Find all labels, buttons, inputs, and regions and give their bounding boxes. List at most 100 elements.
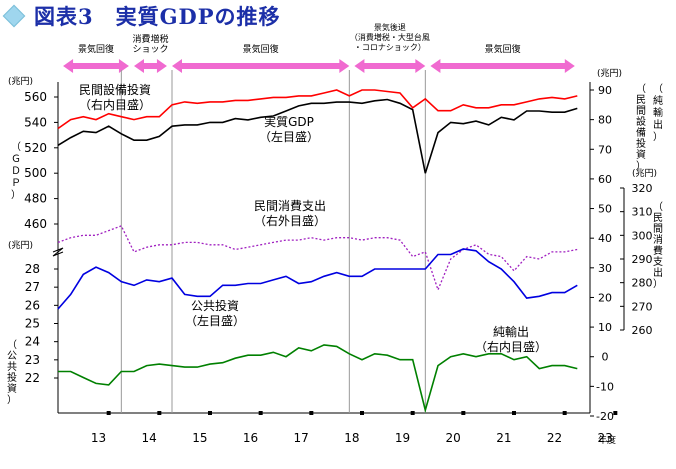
equipment-axis-name: 民 <box>636 94 646 106</box>
consumption-axis-name: （ <box>653 201 663 213</box>
gdp-axis-name: （ <box>11 141 21 153</box>
phase-label: ショック <box>132 44 168 55</box>
inner-tick-label: 10 <box>598 321 612 334</box>
x-tick-mark <box>258 411 263 415</box>
phase-label: 消費増税 <box>132 33 168 45</box>
axis-break-icon <box>52 247 64 257</box>
outer-tick-label: 310 <box>632 206 653 219</box>
phase-arrow-head-left <box>134 59 144 73</box>
annotation-equipment: （右内目盛） <box>79 97 151 112</box>
gdp-axis-name: Ｇ <box>11 154 21 165</box>
series-line-public <box>57 248 578 310</box>
x-tick-mark <box>512 411 516 415</box>
export-axis-name: （ <box>653 83 663 95</box>
chart-title: 図表3 実質GDPの推移 <box>34 4 281 29</box>
phase-arrow-shaft <box>180 63 342 69</box>
series-line-consumption <box>57 225 578 292</box>
public-axis-name: （ <box>7 339 17 351</box>
inner-tick-label: 20 <box>598 291 612 304</box>
annotation-consumption: （右外目盛） <box>254 213 326 228</box>
public-axis-name: 共 <box>7 361 17 373</box>
x-tick-label: 21 <box>496 431 511 445</box>
equipment-axis-name: 資 <box>636 149 646 161</box>
public-tick-label: 23 <box>25 353 40 367</box>
x-tick-label: 20 <box>446 431 461 445</box>
phase-label: ・コロナショック） <box>354 43 426 52</box>
x-tick-label: 15 <box>192 431 207 445</box>
phase-arrow-head-left <box>172 59 182 73</box>
phase-arrow-shaft <box>362 63 418 69</box>
gdp-unit-label: (兆円) <box>8 76 33 87</box>
phase-arrow-head-right <box>339 59 350 73</box>
consumption-axis-name: 民 <box>653 212 663 224</box>
x-tick-mark <box>461 411 466 415</box>
title-area: 図表3 実質GDPの推移 <box>2 2 281 30</box>
consumption-axis-name: 間 <box>653 223 663 235</box>
series-line-equipment <box>57 89 578 130</box>
outer-tick-label: 290 <box>632 253 653 266</box>
annotation-public: （左目盛） <box>185 313 245 328</box>
public-axis-name: 公 <box>7 351 17 362</box>
phase-arrow-shaft <box>71 63 121 69</box>
annotation-export: 純輸出 <box>493 324 529 339</box>
public-tick-label: 26 <box>25 298 40 312</box>
x-tick-mark <box>157 411 162 415</box>
phase-label: 景気回復 <box>243 43 279 55</box>
phase-arrow-head-left <box>63 59 74 73</box>
export-axis-name: ） <box>653 131 663 143</box>
gdp-axis-name: Ｄ <box>11 166 21 177</box>
gdp-tick-label: 560 <box>24 90 47 104</box>
phase-label: （消費増税・大型台風 <box>350 32 430 42</box>
public-tick-label: 24 <box>25 335 40 349</box>
equipment-axis-name: （ <box>636 83 646 95</box>
equipment-axis-name: 投 <box>636 137 646 150</box>
gdp-tick-label: 520 <box>24 141 47 155</box>
inner-tick-label: 30 <box>598 262 612 275</box>
phase-arrow-head-right <box>415 59 426 73</box>
outer-tick-label: 270 <box>632 300 653 313</box>
phase-arrow-shaft <box>438 63 567 69</box>
x-tick-label: 18 <box>344 431 359 445</box>
gdp-tick-label: 500 <box>24 166 47 180</box>
inner-tick-label: -10 <box>596 380 614 393</box>
x-tick-mark <box>208 411 212 415</box>
gdp-tick-label: 540 <box>24 115 47 129</box>
phase-arrow-head-left <box>430 59 441 73</box>
x-tick-label: 13 <box>91 431 106 445</box>
outer-unit-label: (兆円) <box>632 168 657 179</box>
inner-tick-label: 40 <box>598 232 612 245</box>
public-tick-label: 22 <box>25 371 40 385</box>
x-tick-label: 14 <box>142 431 157 445</box>
gdp-axis-name: ） <box>11 189 21 201</box>
x-tick-mark <box>562 411 567 415</box>
consumption-axis-name: 消 <box>653 233 663 246</box>
gdp-tick-label: 460 <box>24 217 47 231</box>
consumption-axis-name: 出 <box>653 266 663 279</box>
annotation-consumption: 民間消費支出 <box>254 198 326 213</box>
x-tick-mark <box>360 411 364 415</box>
inner-tick-label: 90 <box>598 84 612 97</box>
consumption-axis-name: 費 <box>653 244 663 257</box>
inner-tick-label: 0 <box>602 351 609 364</box>
annotation-gdp: 実質GDP <box>264 114 314 129</box>
annotation-public: 公共投資 <box>191 298 239 313</box>
export-axis-name: 純 <box>653 94 663 107</box>
outer-tick-label: 280 <box>632 277 653 290</box>
x-tick-label: 23 <box>598 431 613 445</box>
annotation-gdp: （左目盛） <box>259 129 319 144</box>
phase-label: 景気回復 <box>78 43 114 55</box>
annotation-export: （右内目盛） <box>475 339 547 354</box>
phase-label: 景気回復 <box>485 43 521 55</box>
x-tick-mark <box>309 411 314 415</box>
export-axis-name: 輸 <box>653 106 663 119</box>
outer-tick-label: 320 <box>632 182 653 195</box>
consumption-axis-name: 支 <box>653 256 663 268</box>
series-line-gdp <box>57 98 578 174</box>
inner-tick-label: 70 <box>598 143 612 156</box>
public-unit-label: (兆円) <box>8 240 33 251</box>
equipment-axis-name: ） <box>636 160 646 172</box>
x-tick-label: 22 <box>547 431 562 445</box>
inner-tick-label: 50 <box>598 203 612 216</box>
inner-tick-label: -20 <box>596 410 614 423</box>
gdp-tick-label: 480 <box>24 192 47 206</box>
